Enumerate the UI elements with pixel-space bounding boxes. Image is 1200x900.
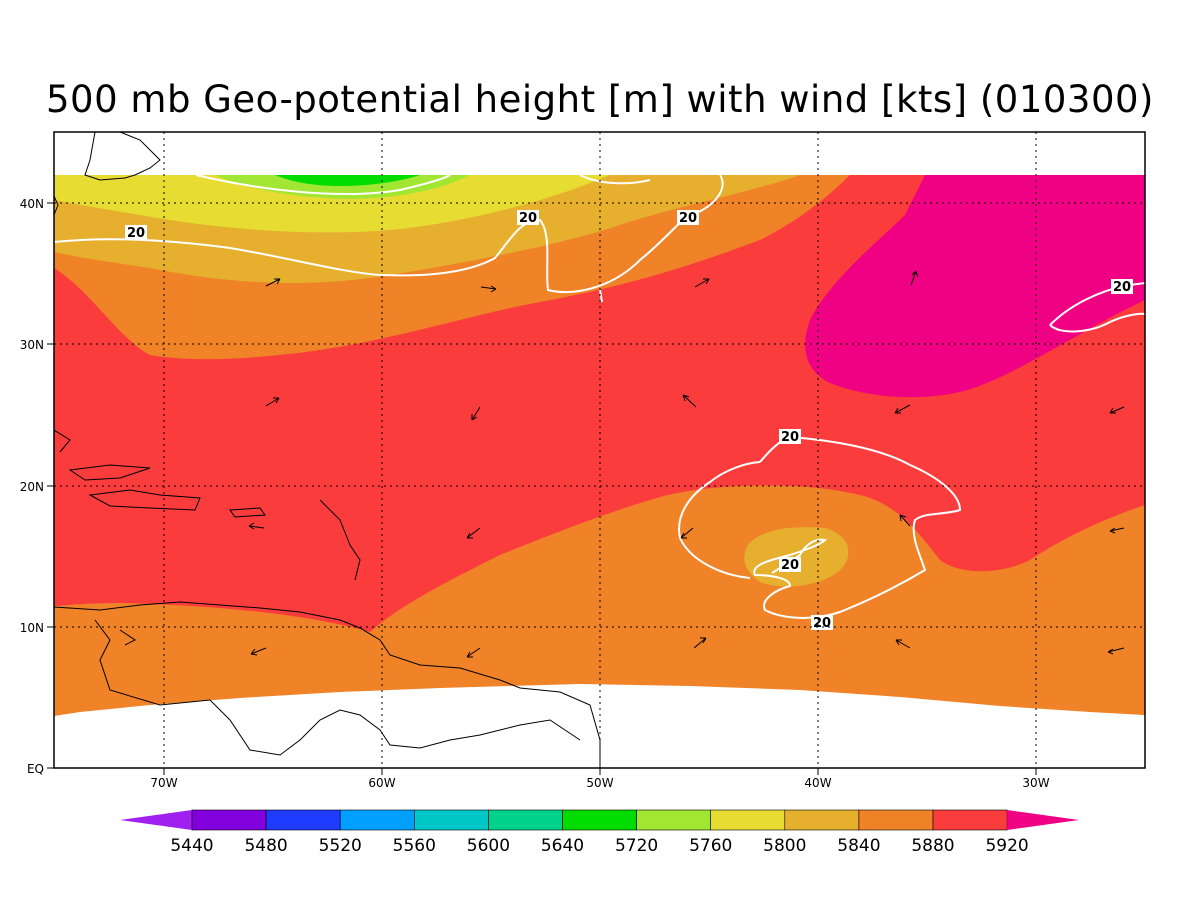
colorbar-label: 5600 (467, 836, 510, 856)
wind-contours (54, 174, 1145, 619)
colorbar-segment (339, 809, 415, 831)
wind-arrow (694, 278, 710, 288)
wind-arrow (1109, 527, 1125, 534)
map-plot-area: 20 20 20 20 20 20 (54, 132, 1145, 768)
colorbar-label: 5920 (985, 836, 1028, 856)
y-axis-labels: 40N 30N 20N 10N EQ (20, 197, 44, 776)
x-tick-label: 50W (586, 776, 613, 790)
wind-arrow (1109, 406, 1125, 414)
colorbar-label: 5440 (170, 836, 213, 856)
wind-arrow (895, 639, 911, 649)
wind-arrow (466, 647, 481, 658)
colorbar: 5440 5480 5520 5560 5600 5640 5720 5760 5800 5840… (120, 809, 1080, 856)
height-band-5960 (805, 175, 1145, 398)
x-tick-label: 60W (368, 776, 395, 790)
wind-arrow (682, 394, 697, 408)
height-band-5720 (275, 175, 420, 186)
wind-arrow (1107, 647, 1125, 655)
colorbar-arrow-high (1007, 810, 1080, 830)
svg-text:20: 20 (813, 616, 831, 631)
colorbar-label: 5520 (319, 836, 362, 856)
svg-text:20: 20 (1113, 280, 1131, 295)
colorbar-segment (858, 809, 934, 831)
wind-contour-labels: 20 20 20 20 20 20 (125, 210, 1133, 631)
colorbar-segment (488, 809, 563, 831)
svg-text:20: 20 (519, 211, 537, 226)
wind-arrow (248, 522, 265, 530)
svg-text:20: 20 (781, 430, 799, 445)
height-band-5760 (215, 175, 470, 199)
y-tick-label: 40N (20, 197, 44, 211)
colorbar-label: 5800 (763, 836, 806, 856)
wind-arrow (250, 647, 267, 656)
y-tick-label: 20N (20, 480, 44, 494)
colorbar-label: 5560 (393, 836, 436, 856)
colorbar-label: 5760 (689, 836, 732, 856)
gridlines (54, 132, 1145, 768)
colorbar-label: 5640 (541, 836, 584, 856)
y-tick-label: 10N (20, 621, 44, 635)
colorbar-segment (784, 809, 860, 831)
colorbar-label: 5480 (244, 836, 287, 856)
wind-arrow (680, 527, 694, 539)
height-band-5800 (54, 175, 610, 233)
wind-arrow (265, 278, 281, 287)
contour-label: 20 (125, 225, 147, 241)
colorbar-segment (636, 809, 711, 831)
colorbar-segment (191, 809, 267, 831)
colorbar-label: 5720 (615, 836, 658, 856)
svg-text:20: 20 (781, 558, 799, 573)
x-tick-label: 40W (804, 776, 831, 790)
wind-arrow (480, 285, 497, 293)
svg-text:20: 20 (679, 211, 697, 226)
x-tick-label: 30W (1022, 776, 1049, 790)
colorbar-segment (265, 809, 341, 831)
colorbar-label: 5880 (911, 836, 954, 856)
colorbar-segment (932, 809, 1008, 831)
contour-label: 20 (811, 615, 833, 631)
colorbar-label: 5840 (837, 836, 880, 856)
wind-arrow (471, 406, 481, 421)
y-tick-label: 30N (20, 338, 44, 352)
contour-label: 20 (779, 429, 801, 445)
colorbar-segment (562, 809, 637, 831)
wind-arrow (899, 514, 911, 527)
wind-arrow (910, 270, 919, 286)
colorbar-arrow-low (120, 810, 192, 830)
svg-text:20: 20 (127, 226, 145, 241)
wind-arrow (265, 397, 280, 407)
wind-arrow (894, 404, 911, 414)
wind-arrow (466, 527, 481, 539)
contour-label: 20 (677, 210, 699, 226)
map-title: 500 mb Geo-potential height [m] with win… (46, 78, 1154, 121)
y-tick-label: EQ (27, 762, 44, 776)
colorbar-segment (413, 809, 489, 831)
wind-arrow (693, 637, 707, 649)
coastlines (54, 132, 601, 768)
contour-label: 20 (1111, 279, 1133, 295)
contour-label: 20 (517, 210, 539, 226)
axis-ticks (47, 202, 1037, 775)
x-axis-labels: 70W 60W 50W 40W 30W (150, 776, 1049, 790)
contour-label: 20 (779, 557, 801, 573)
wind-vectors (248, 270, 1125, 658)
colorbar-segment (710, 809, 786, 831)
x-tick-label: 70W (150, 776, 177, 790)
